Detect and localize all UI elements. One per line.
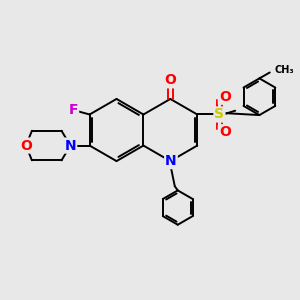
Text: N: N bbox=[165, 154, 177, 168]
Text: CH₃: CH₃ bbox=[275, 65, 294, 75]
Text: F: F bbox=[69, 103, 78, 117]
Text: O: O bbox=[219, 125, 231, 139]
Text: O: O bbox=[164, 73, 176, 87]
Text: O: O bbox=[219, 90, 231, 104]
Text: N: N bbox=[64, 139, 76, 153]
Text: O: O bbox=[20, 139, 32, 153]
Text: S: S bbox=[214, 107, 224, 122]
